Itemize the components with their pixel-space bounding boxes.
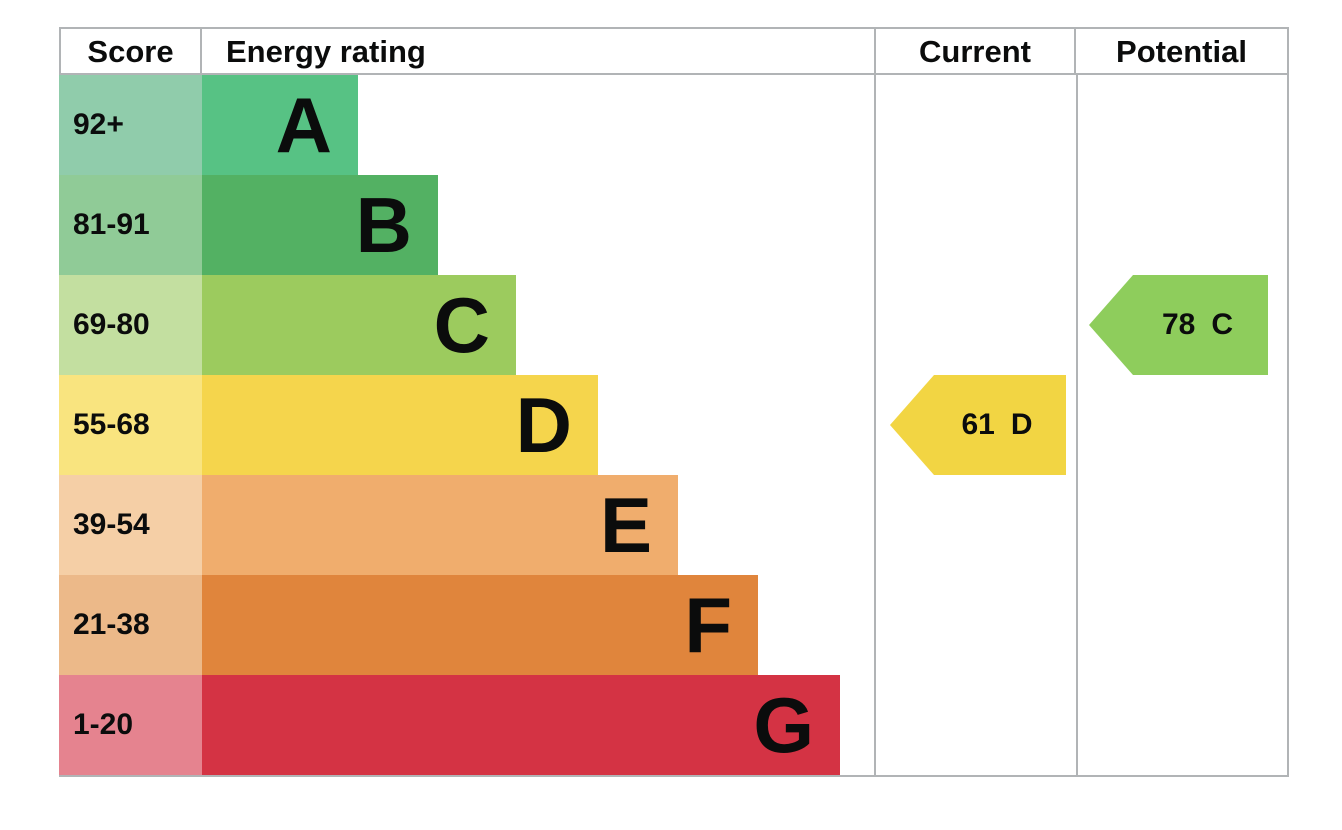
header-energy-rating: Energy rating bbox=[202, 29, 876, 73]
score-range-label: 55-68 bbox=[73, 408, 150, 441]
band-bar: G bbox=[202, 675, 840, 775]
band-bar: D bbox=[202, 375, 598, 475]
score-range-cell: 1-20 bbox=[59, 675, 202, 775]
header-score: Score bbox=[61, 29, 202, 73]
band-bar: E bbox=[202, 475, 678, 575]
score-range-cell: 55-68 bbox=[59, 375, 202, 475]
band-bar: A bbox=[202, 75, 358, 175]
band-row: 81-91 B bbox=[59, 175, 1287, 275]
band-letter: B bbox=[355, 181, 412, 269]
score-range-cell: 21-38 bbox=[59, 575, 202, 675]
score-range-cell: 69-80 bbox=[59, 275, 202, 375]
chart-header-row: Score Energy rating Current Potential bbox=[59, 27, 1289, 75]
score-range-label: 21-38 bbox=[73, 608, 150, 641]
band-bar: C bbox=[202, 275, 516, 375]
potential-rating-band: C bbox=[1211, 308, 1234, 341]
band-letter: E bbox=[599, 481, 652, 569]
band-rows: 92+ A 81-91 B 69-80 C 55-68 D 39-54 bbox=[59, 75, 1287, 775]
score-range-label: 92+ bbox=[73, 108, 124, 141]
band-row: 55-68 D bbox=[59, 375, 1287, 475]
potential-column-divider bbox=[1076, 75, 1078, 775]
band-row: 1-20 G bbox=[59, 675, 1287, 775]
band-bar: F bbox=[202, 575, 758, 675]
score-range-cell: 39-54 bbox=[59, 475, 202, 575]
band-bar: B bbox=[202, 175, 438, 275]
epc-rating-chart: Score Energy rating Current Potential 92… bbox=[59, 27, 1289, 777]
band-row: 92+ A bbox=[59, 75, 1287, 175]
score-range-label: 69-80 bbox=[73, 308, 150, 341]
band-row: 21-38 F bbox=[59, 575, 1287, 675]
current-rating-band: D bbox=[1010, 408, 1033, 441]
band-letter: F bbox=[684, 581, 732, 669]
header-current: Current bbox=[876, 29, 1076, 73]
band-letter: A bbox=[275, 81, 332, 169]
score-range-label: 1-20 bbox=[73, 708, 134, 741]
potential-rating-arrow: 78 C bbox=[1089, 275, 1268, 375]
band-letter: D bbox=[515, 381, 572, 469]
score-range-label: 81-91 bbox=[73, 208, 150, 241]
chart-body: 92+ A 81-91 B 69-80 C 55-68 D 39-54 bbox=[59, 75, 1289, 777]
score-range-label: 39-54 bbox=[73, 508, 150, 541]
score-range-cell: 81-91 bbox=[59, 175, 202, 275]
band-row: 69-80 C bbox=[59, 275, 1287, 375]
current-rating-value: 61 bbox=[961, 408, 995, 441]
band-letter: C bbox=[433, 281, 490, 369]
band-letter: G bbox=[753, 681, 814, 769]
header-potential: Potential bbox=[1116, 33, 1247, 69]
current-column-divider bbox=[874, 75, 876, 775]
score-range-cell: 92+ bbox=[59, 75, 202, 175]
potential-rating-value: 78 bbox=[1161, 308, 1196, 341]
band-row: 39-54 E bbox=[59, 475, 1287, 575]
